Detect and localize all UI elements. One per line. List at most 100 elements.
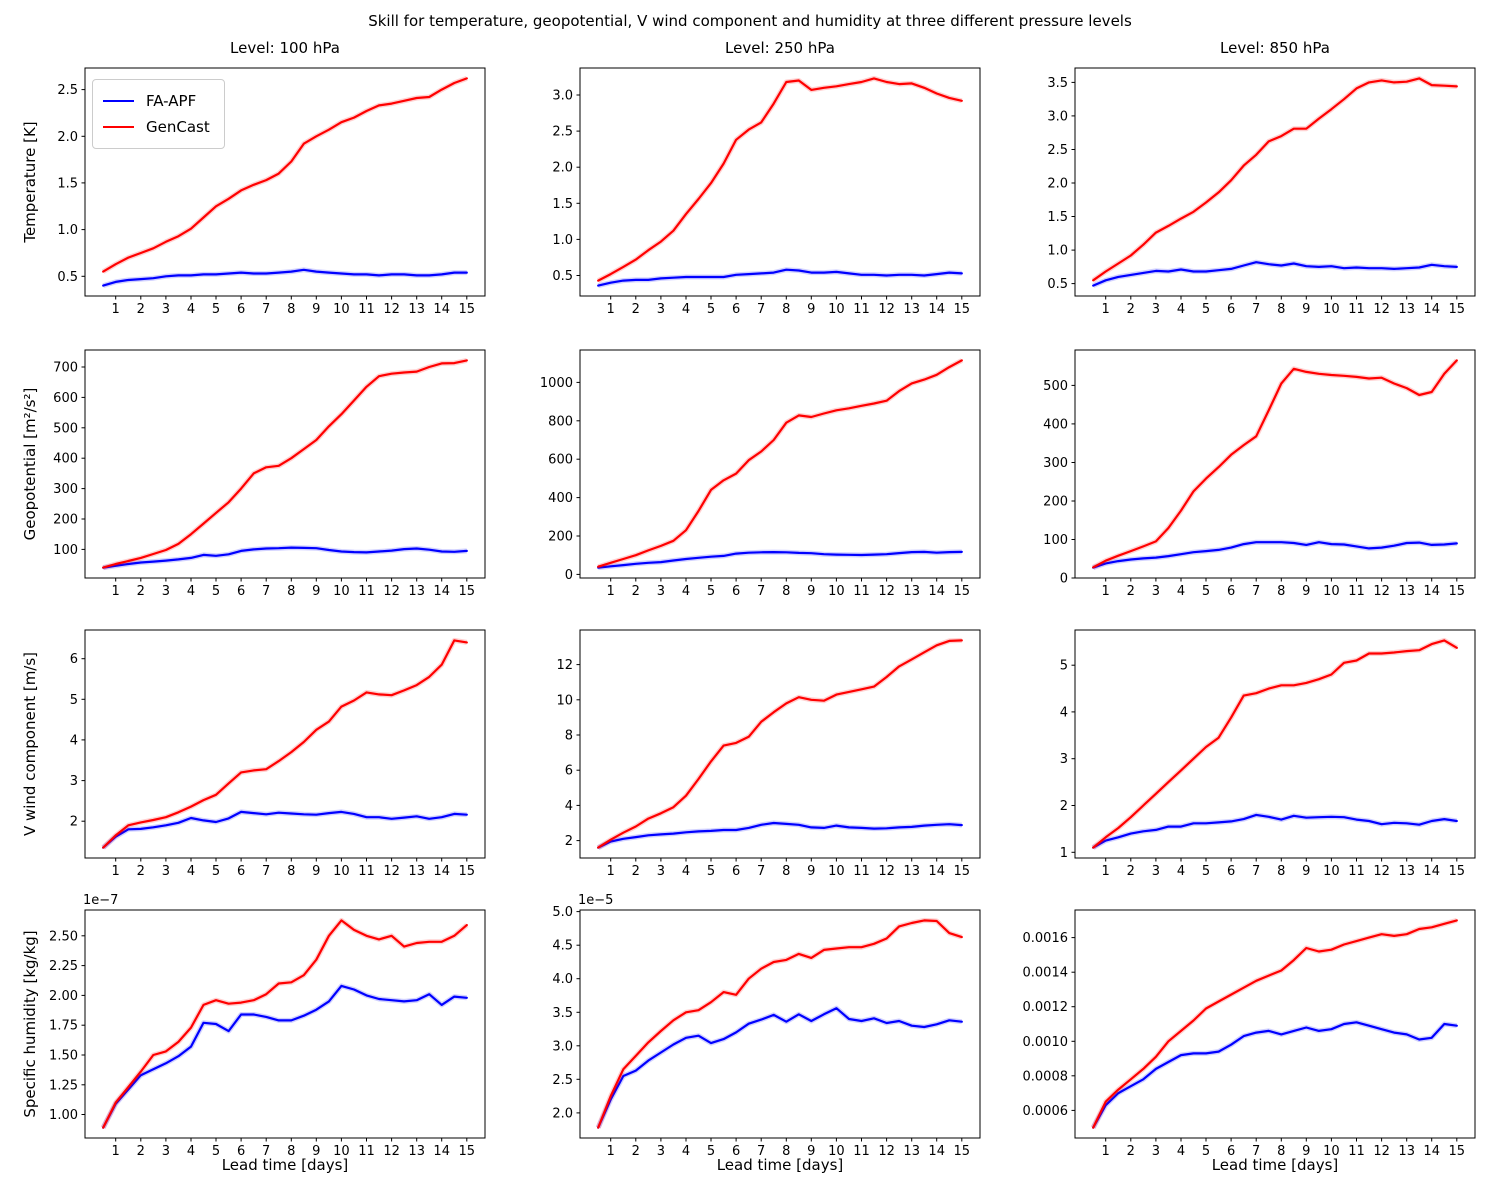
x-tick-label: 10 (1323, 864, 1340, 879)
x-tick-label: 9 (1302, 864, 1310, 879)
x-tick-label: 15 (1449, 302, 1466, 317)
x-tick-label: 9 (807, 864, 815, 879)
xlabel-col1: Lead time [days] (221, 1156, 349, 1174)
subplot-title-850hpa: Level: 850 hPa (1220, 39, 1330, 57)
x-tick-label: 7 (1252, 584, 1260, 599)
x-tick-label: 4 (682, 584, 690, 599)
x-tick-label: 6 (732, 584, 740, 599)
y-tick-label: 0.0014 (1023, 966, 1069, 981)
y-tick-label: 300 (53, 482, 78, 497)
x-tick-label: 2 (137, 864, 145, 879)
series-band-fa-apf (597, 549, 962, 571)
x-tick-label: 9 (1302, 584, 1310, 599)
y-tick-label: 5 (70, 693, 78, 708)
series-line-gencast (102, 639, 468, 849)
x-tick-label: 10 (1323, 1144, 1340, 1159)
x-tick-label: 10 (828, 1144, 845, 1159)
x-tick-label: 13 (408, 584, 425, 599)
axes-spines (579, 909, 981, 1139)
axes-spines (579, 67, 981, 297)
series-line-fa-apf (102, 268, 468, 287)
x-tick-label: 9 (312, 584, 320, 599)
x-tick-label: 4 (682, 864, 690, 879)
x-tick-label: 13 (1398, 302, 1415, 317)
x-tick-label: 7 (757, 1144, 765, 1159)
x-tick-label: 9 (1302, 302, 1310, 317)
x-tick-label: 13 (903, 584, 920, 599)
x-tick-label: 14 (928, 302, 945, 317)
x-tick-label: 8 (1277, 302, 1285, 317)
y-tick-label: 2 (1060, 799, 1068, 814)
x-tick-label: 5 (212, 584, 220, 599)
x-tick-label: 11 (358, 864, 375, 879)
y-tick-label: 1.0 (57, 223, 78, 238)
y-tick-label: 0.5 (552, 269, 573, 284)
y-tick-label: 0.5 (57, 270, 78, 285)
subplot-title-100hpa: Level: 100 hPa (230, 39, 340, 57)
y-tick-label: 2.25 (49, 959, 78, 974)
y-tick-label: 4 (565, 799, 573, 814)
x-tick-label: 8 (782, 584, 790, 599)
x-tick-label: 15 (954, 302, 971, 317)
legend-line-fa-apf (103, 100, 134, 102)
y-tick-label: 2.5 (552, 1073, 573, 1088)
series-line-gencast (1092, 639, 1458, 849)
x-tick-label: 10 (333, 584, 350, 599)
x-tick-label: 11 (358, 584, 375, 599)
x-tick-label: 7 (262, 1144, 270, 1159)
x-tick-label: 8 (287, 302, 295, 317)
x-tick-label: 7 (757, 302, 765, 317)
x-tick-label: 4 (682, 302, 690, 317)
x-tick-label: 1 (112, 1144, 120, 1159)
x-tick-label: 5 (707, 864, 715, 879)
x-tick-label: 12 (383, 302, 400, 317)
x-tick-label: 2 (137, 584, 145, 599)
axes-spines (1074, 909, 1476, 1139)
legend-item-gencast: GenCast (103, 114, 210, 140)
x-tick-label: 11 (853, 584, 870, 599)
y-tick-label: 1.0 (1047, 244, 1068, 259)
series-line-gencast (102, 359, 468, 569)
series-line-gencast (597, 639, 963, 849)
series-line-fa-apf (597, 1007, 963, 1129)
x-tick-label: 8 (1277, 864, 1285, 879)
x-tick-label: 5 (212, 1144, 220, 1159)
y-tick-label: 4 (70, 733, 78, 748)
y-tick-label: 400 (548, 491, 573, 506)
series-band-gencast (100, 917, 469, 1129)
x-tick-label: 7 (757, 864, 765, 879)
x-tick-label: 1 (607, 302, 615, 317)
y-tick-label: 0.0016 (1023, 931, 1069, 946)
x-tick-label: 12 (383, 584, 400, 599)
axes-spines (84, 909, 486, 1139)
x-tick-label: 2 (1127, 302, 1135, 317)
y-tick-label: 1.00 (49, 1108, 78, 1123)
x-tick-label: 15 (954, 1144, 971, 1159)
x-tick-label: 2 (1127, 1144, 1135, 1159)
x-tick-label: 12 (383, 864, 400, 879)
x-tick-label: 10 (828, 584, 845, 599)
y-tick-label: 600 (53, 391, 78, 406)
x-tick-label: 12 (878, 302, 895, 317)
x-tick-label: 14 (433, 864, 450, 879)
series-band-gencast (1092, 358, 1459, 570)
series-band-gencast (102, 357, 468, 571)
x-tick-label: 5 (212, 864, 220, 879)
figure-title: Skill for temperature, geopotential, V w… (368, 12, 1132, 30)
x-tick-label: 1 (607, 864, 615, 879)
series-line-fa-apf (102, 984, 468, 1129)
y-tick-label: 2.5 (57, 83, 78, 98)
x-tick-label: 10 (333, 1144, 350, 1159)
x-tick-label: 12 (383, 1144, 400, 1159)
y-tick-label: 0 (1060, 572, 1068, 587)
y-tick-label: 12 (556, 658, 573, 673)
x-tick-label: 13 (1398, 864, 1415, 879)
x-tick-label: 1 (112, 302, 120, 317)
x-tick-label: 4 (1177, 1144, 1185, 1159)
y-tick-label: 500 (1043, 379, 1068, 394)
series-line-gencast (597, 919, 963, 1129)
y-tick-label: 2.5 (1047, 143, 1068, 158)
axes-spines (84, 67, 486, 297)
